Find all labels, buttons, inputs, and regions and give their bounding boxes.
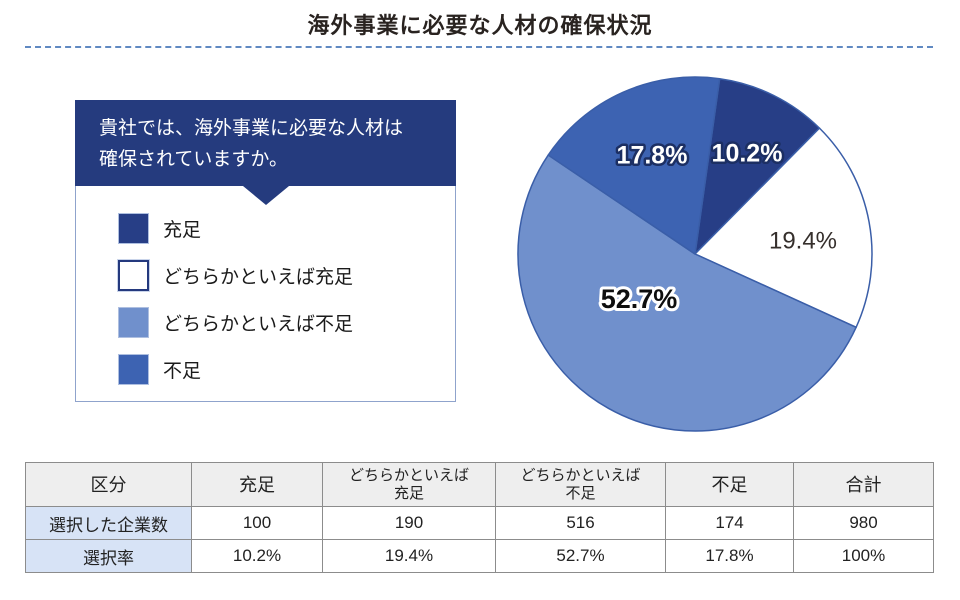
question-line-1: 貴社では、海外事業に必要な人材は (99, 118, 404, 139)
table-cell: 100% (793, 539, 934, 573)
pie-label: 19.4% (769, 227, 837, 254)
table-header-cell: 区分 (25, 462, 192, 507)
table-cell: 516 (495, 506, 666, 540)
pie-label: 17.8% (617, 142, 688, 170)
table-cell: 52.7% (495, 539, 666, 573)
table-header-cell: 充足 (191, 462, 323, 507)
pie-chart: 10.2% 19.4% 52.7% 17.8% (517, 76, 873, 432)
table-cell: 19.4% (322, 539, 496, 573)
legend-label: どちらかといえば充足 (163, 267, 354, 288)
table-row: 選択率 10.2% 19.4% 52.7% 17.8% 100% (25, 539, 934, 573)
table-cell: 980 (793, 506, 934, 540)
table-cell: 174 (665, 506, 794, 540)
pie-chart-container: 10.2% 19.4% 52.7% 17.8% (505, 64, 885, 444)
table-cell: 17.8% (665, 539, 794, 573)
legend-label: 不足 (163, 361, 202, 382)
pie-slice (547, 76, 721, 255)
legend-swatch-icon (118, 260, 149, 291)
legend: 充足どちらかといえば充足 どちらかといえば不足 不足 (118, 213, 353, 385)
pie-slice (694, 127, 873, 329)
legend-label: どちらかといえば不足 (163, 314, 354, 335)
legend-swatch-icon (118, 307, 149, 338)
pie-label: 10.2% (712, 140, 783, 168)
table-header-cell: どちらかといえば 不足 (495, 462, 666, 507)
table-header-cell: 不足 (665, 462, 794, 507)
table-row: 区分 充足 どちらかといえば 充足 どちらかといえば 不足 不足 合計 (25, 462, 934, 507)
question-line-2: 確保されていますか。 (99, 149, 289, 170)
legend-item: どちらかといえば不足 (118, 307, 353, 338)
table-row: 選択した企業数 100 190 516 174 980 (25, 506, 934, 540)
legend-swatch-icon (118, 354, 149, 385)
question-panel: 貴社では、海外事業に必要な人材は 確保されていますか。 充足どちらかといえば充足… (75, 100, 456, 402)
down-triangle-pointer-icon (242, 186, 289, 205)
table-row-label: 選択した企業数 (25, 506, 192, 540)
pie-slice (517, 154, 857, 432)
table-cell: 10.2% (191, 539, 323, 573)
table-row-label: 選択率 (25, 539, 192, 573)
table-cell: 100 (191, 506, 323, 540)
table-header-cell: 合計 (793, 462, 934, 507)
legend-swatch-icon (118, 213, 149, 244)
legend-label: 充足 (163, 220, 202, 241)
table-header-cell: どちらかといえば 充足 (322, 462, 496, 507)
results-table: 区分 充足 どちらかといえば 充足 どちらかといえば 不足 不足 合計 選択した企業数 10… (25, 462, 934, 573)
table-cell: 190 (322, 506, 496, 540)
title-divider-dashed-line (25, 46, 933, 48)
legend-item: 充足 (118, 213, 353, 244)
legend-item: 不足 (118, 354, 353, 385)
results-table-container: 区分 充足 どちらかといえば 充足 どちらかといえば 不足 不足 合計 選択した企業数 10… (25, 462, 934, 573)
pie-label: 52.7% (601, 284, 678, 314)
table-header-row: 区分 充足 どちらかといえば 充足 どちらかといえば 不足 不足 合計 (25, 462, 934, 507)
legend-item: どちらかといえば充足 (118, 260, 353, 291)
question-box: 貴社では、海外事業に必要な人材は 確保されていますか。 (75, 100, 456, 186)
table-body: 選択した企業数 100 190 516 174 980 選択率 10.2% 19.4% 52.7%… (25, 506, 934, 573)
page-title: 海外事業に必要な人材の確保状況 (307, 13, 653, 38)
pie-slice (694, 77, 821, 255)
